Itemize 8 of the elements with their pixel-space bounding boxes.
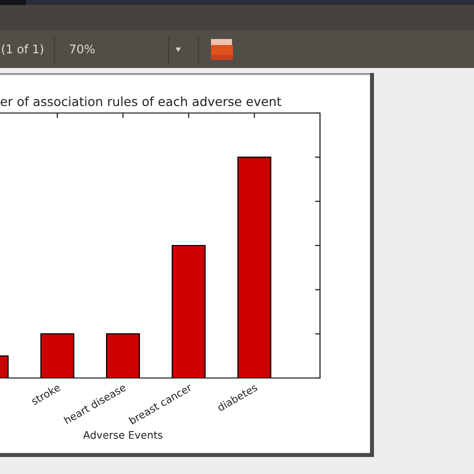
bar — [172, 244, 206, 378]
x-axis-title: Adverse Events — [83, 430, 162, 439]
bar — [237, 156, 272, 378]
bar — [40, 333, 74, 378]
text: 70% — [70, 44, 95, 54]
bar — [106, 333, 140, 378]
text: (1 of 1) — [2, 44, 44, 55]
chart-title: er of association rules of each adverse event — [0, 96, 282, 106]
